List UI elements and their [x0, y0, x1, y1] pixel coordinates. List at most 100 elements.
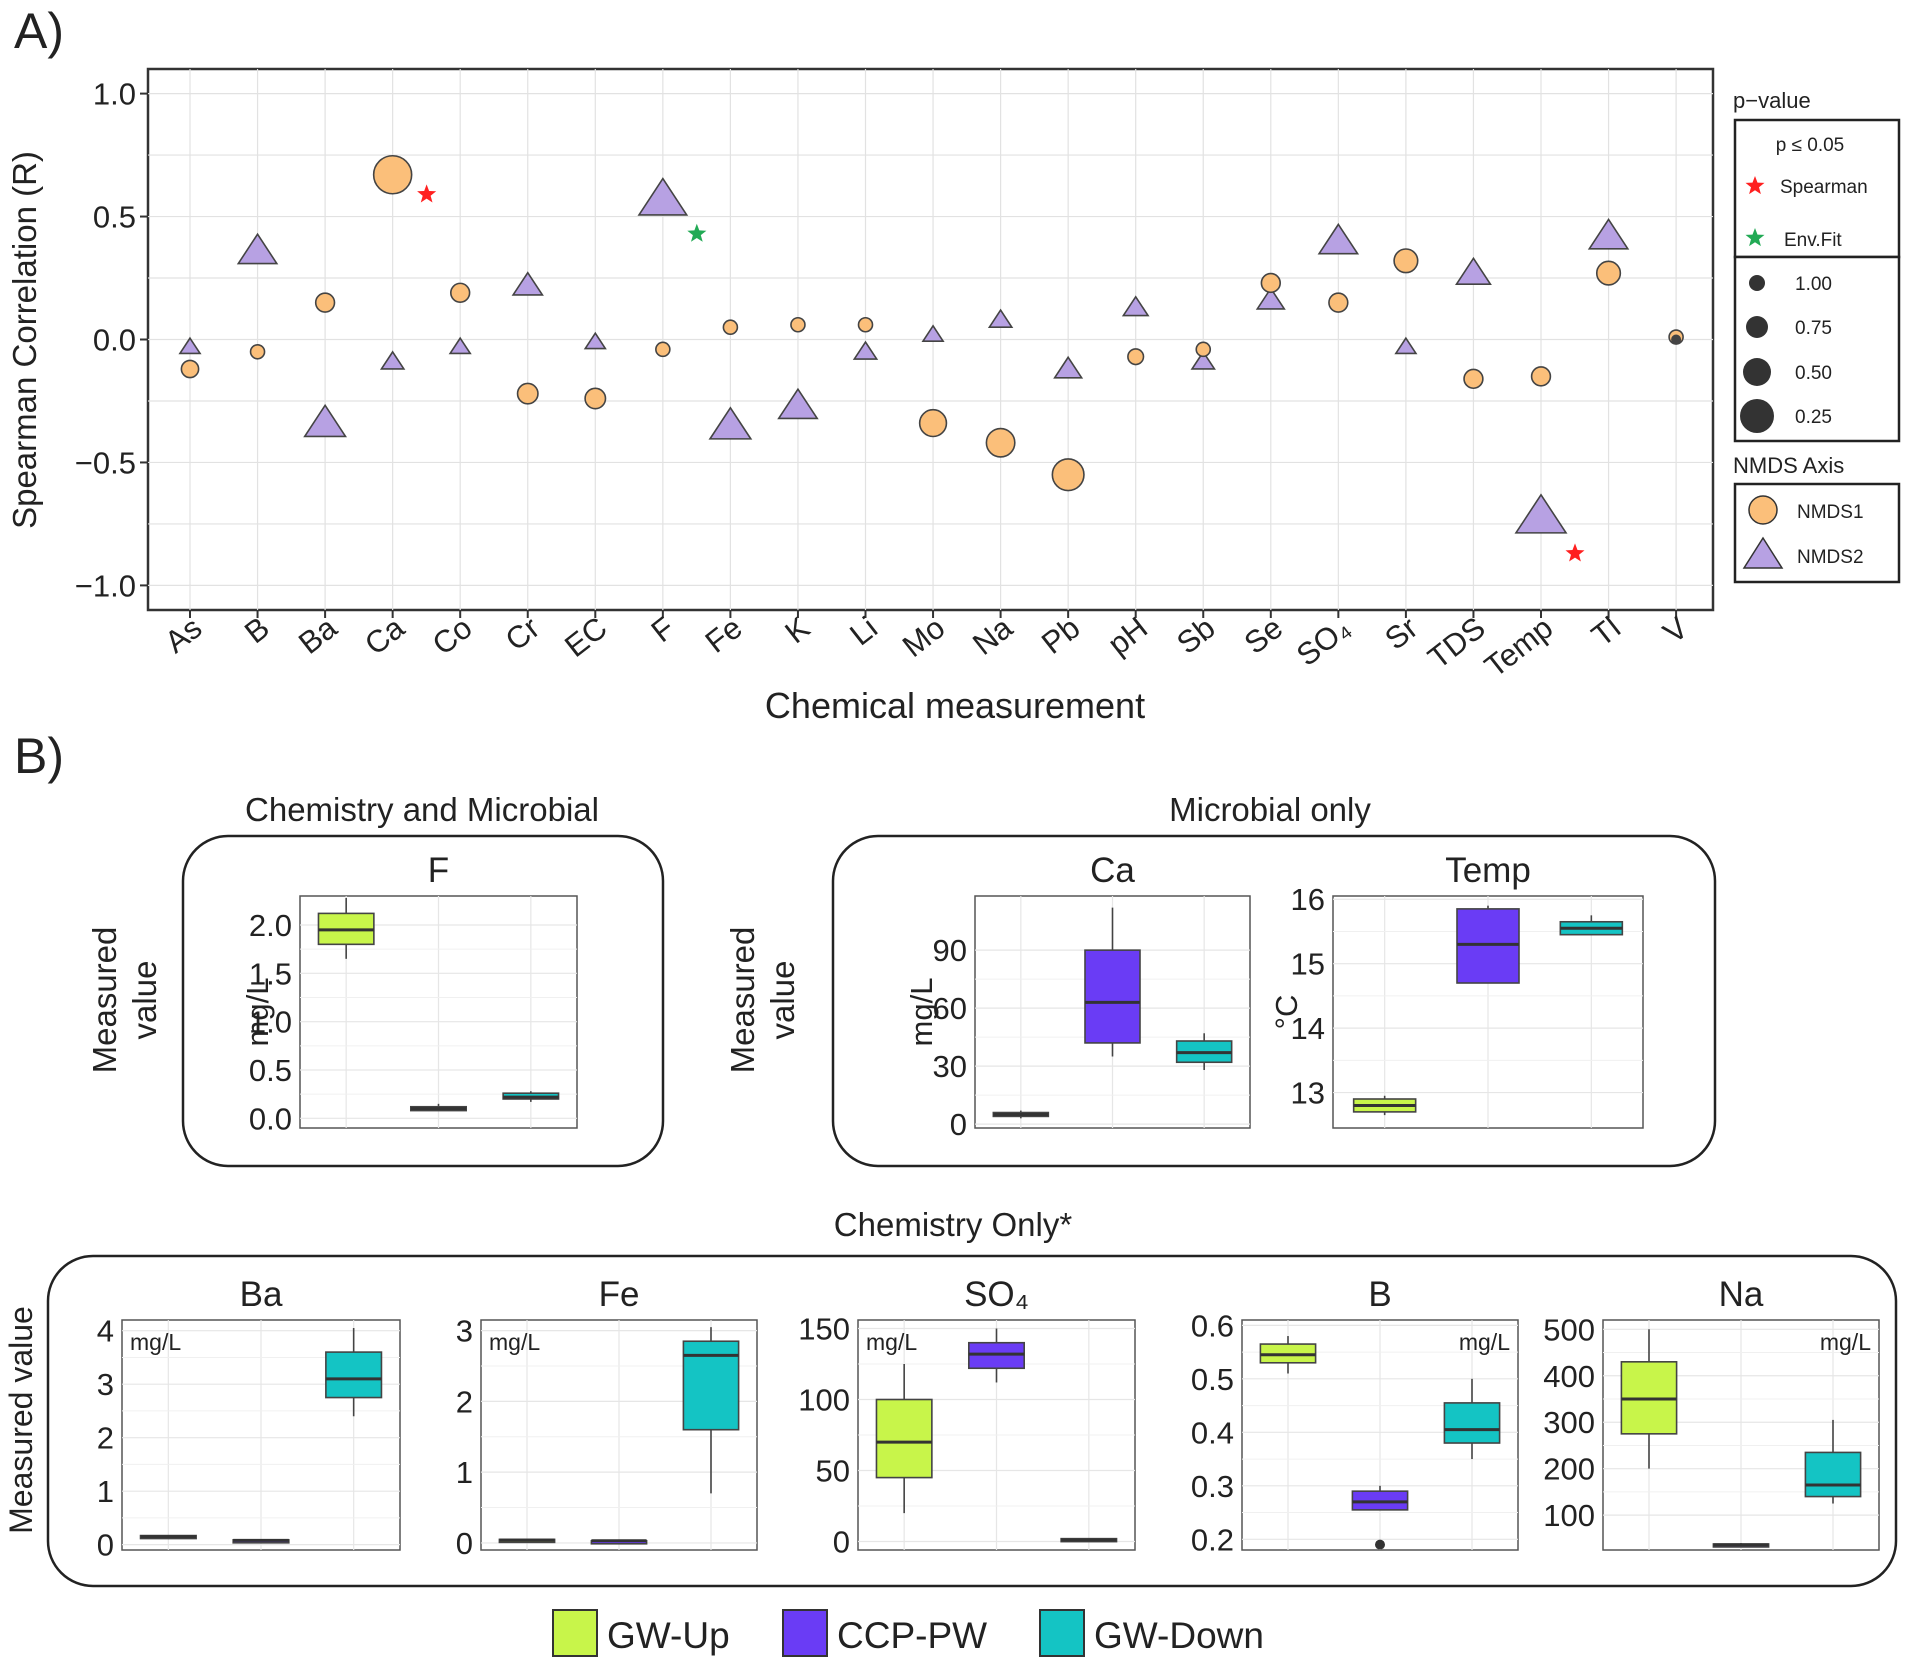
nmds2-point [1587, 218, 1630, 250]
boxplot-unit-label: mg/L [1820, 1329, 1871, 1355]
boxplot-y-tick-label: 14 [1291, 1011, 1325, 1046]
scatter-x-tick-label: K [778, 610, 816, 651]
scatter-marks [178, 154, 1684, 562]
scatter-x-tick-label: F [645, 610, 681, 649]
boxplot-f: 0.0 0.5 1.0 1.5 2.0 Fmg/L [240, 851, 578, 1136]
legend-label: GW-Up [607, 1615, 730, 1656]
nmds2-legend-label: NMDS2 [1797, 547, 1864, 568]
scatter-x-tick-label: pH [1101, 610, 1154, 662]
boxplot-title: Ba [240, 1275, 283, 1314]
size-legend-dot [1740, 399, 1774, 433]
nmds1-point [584, 387, 607, 410]
size-legend-dot [1743, 358, 1771, 386]
scatter-x-tick-label: Temp [1478, 610, 1559, 684]
boxplot-y-tick-label: 0 [833, 1524, 850, 1559]
panel-b-label: B) [14, 728, 64, 784]
nmds1-legend-marker [1748, 495, 1778, 525]
scatter-x-tick-label: Ba [292, 609, 344, 660]
scatter-x-tick-label: Li [843, 610, 884, 652]
boxplot-box [1456, 908, 1520, 984]
legend-label: CCP-PW [837, 1615, 987, 1656]
scatter-x-tick-label: Sb [1170, 610, 1221, 661]
scatter-x-tick-label: EC [558, 610, 613, 664]
scatter-x-tick-label: Cr [499, 610, 546, 658]
significance-star-icon [687, 223, 707, 242]
scatter-x-ticks: As B Ba Ca Co Cr EC F Fe K Li Mo Na Pb pH Sb Se SO₄ SrTDST… [158, 609, 1694, 684]
boxplot-title: Temp [1445, 851, 1531, 890]
boxplot-ba: 0 1 2 3 4 Ba mg/L [97, 1275, 401, 1563]
boxplot-y-tick-label: 2.0 [249, 908, 292, 943]
nmds1-point [1328, 292, 1349, 313]
nmds2-point [1394, 336, 1418, 355]
nmds1-point [790, 316, 806, 333]
nmds2-point [1514, 493, 1568, 534]
scatter-x-tick-label: As [158, 610, 208, 660]
nmds2-point [1053, 355, 1084, 379]
pvalue-size-legend: 1.00 0.75 0.50 0.25 [1740, 274, 1832, 433]
boxplot-y-tick-label: 400 [1543, 1359, 1595, 1394]
nmds2-point [777, 387, 819, 420]
boxplot-y-tick-label: 150 [798, 1312, 850, 1347]
nmds-axis-legend-title: NMDS Axis [1733, 453, 1844, 478]
boxplot-y-tick-label: 0.4 [1191, 1415, 1234, 1450]
boxplot-y-tick-label: 0.5 [1191, 1362, 1234, 1397]
group3-y-axis-title: Measured value [3, 1306, 39, 1534]
size-legend-label: 0.25 [1795, 407, 1832, 428]
boxplot-unit-label: mg/L [240, 978, 275, 1047]
boxplot-box [1804, 1451, 1862, 1498]
nmds2-point [637, 177, 689, 216]
nmds2-point [448, 336, 472, 355]
nmds1-point [985, 427, 1016, 458]
nmds2-point [1190, 350, 1216, 370]
nmds1-point [372, 154, 413, 195]
legend-swatch [782, 1609, 828, 1657]
legend-swatch [1039, 1609, 1085, 1657]
boxplot-y-tick-label: 1 [456, 1455, 473, 1490]
panel-a-label: A) [14, 3, 64, 59]
nmds2-point [921, 324, 945, 342]
scatter-x-tick-label: SO₄ [1290, 610, 1357, 673]
nmds1-point [655, 341, 671, 358]
nmds2-point [178, 336, 202, 355]
size-legend-dot [1749, 275, 1765, 291]
boxplot-panels: 0.00.51.01.52.0Fmg/L0306090Camg/L1314151… [97, 851, 1880, 1563]
scatter-x-axis-title: Chemical measurement [765, 685, 1145, 726]
nmds2-point [1317, 222, 1360, 255]
boxplot-y-tick-label: 90 [933, 933, 967, 968]
significance-star-icon [1565, 543, 1585, 562]
scatter-x-tick-label: V [1657, 610, 1695, 651]
pvalue-legend-title: p−value [1733, 88, 1811, 113]
nmds1-point [314, 292, 336, 313]
size-legend-dot [1746, 316, 1768, 338]
nmds2-point [708, 406, 753, 440]
nmds2-point [987, 308, 1014, 328]
scatter-legend: p−value p ≤ 0.05 Spearman Env.Fit 1.00 0.… [1733, 88, 1901, 584]
scatter-x-tick-label: Co [426, 610, 479, 662]
boxplot-y-tick-label: 30 [933, 1049, 967, 1084]
boxplot-y-tick-label: 0.5 [249, 1053, 292, 1088]
nmds2-point [852, 340, 879, 360]
nmds1-point [180, 359, 200, 379]
spearman-star-shape [1745, 176, 1765, 195]
nmds1-point [1051, 458, 1085, 492]
legend-swatch [552, 1609, 598, 1657]
boxplot-y-tick-label: 0 [950, 1107, 967, 1142]
boxplot-y-tick-label: 15 [1291, 947, 1325, 982]
boxplot-y-tick-label: 4 [97, 1314, 114, 1349]
v-point-core [1671, 334, 1682, 345]
boxplot-title: SO₄ [964, 1275, 1029, 1314]
significance-star-icon [417, 184, 437, 203]
nmds1-point [1530, 366, 1552, 387]
spearman-scatter-chart: 1.0 0.5 0.0 −0.5 −1.0 As B Ba Ca Co Cr EC F Fe K Li Mo N… [6, 67, 1715, 726]
size-legend-label: 0.75 [1795, 318, 1832, 339]
nmds1-point [1127, 348, 1145, 366]
scatter-y-tick-label: 0.5 [93, 200, 136, 235]
group-legend: GW-Up CCP-PW GW-Down [552, 1609, 1264, 1657]
envfit-star-icon [1745, 228, 1765, 247]
scatter-x-tick-label: Na [966, 609, 1019, 661]
boxplot-title: B [1368, 1275, 1391, 1314]
group-chemistry-and-microbial-box [181, 834, 665, 1168]
group-microbial-only-box [831, 834, 1717, 1168]
boxplot-y-tick-label: 100 [1543, 1498, 1595, 1533]
boxplot-y-tick-label: 13 [1291, 1076, 1325, 1111]
